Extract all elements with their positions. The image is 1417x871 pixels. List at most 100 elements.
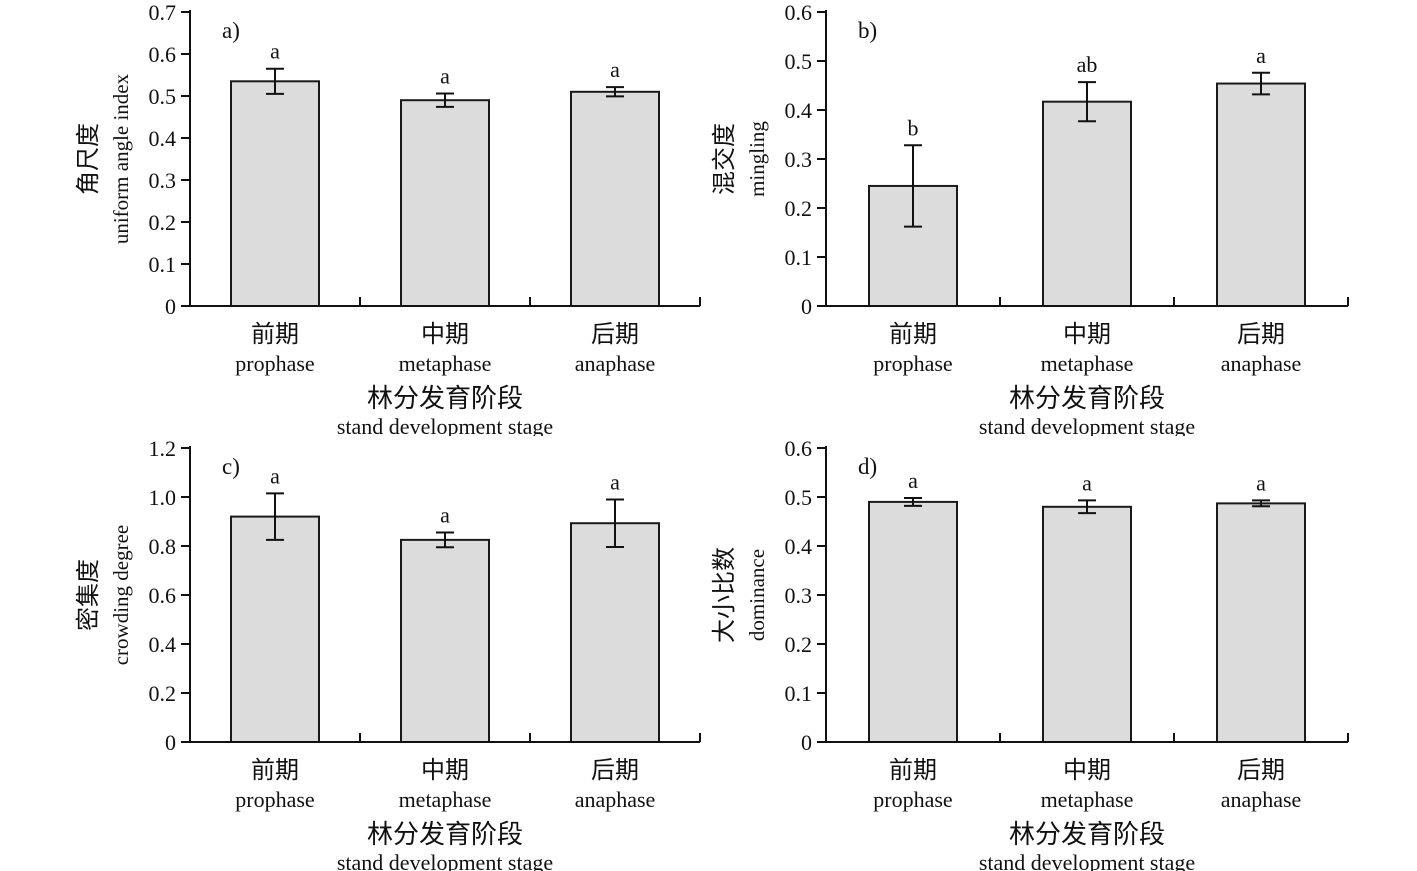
x-axis-title-cn: 林分发育阶段: [367, 820, 523, 849]
sig-letter: b: [908, 115, 919, 140]
panel-b: b ab a 0 0.1 0.2 0.3 0.4 0.5 0.6 b) 前期 prophase 中期 met…: [708, 0, 1417, 436]
y-tick-label: 0.3: [785, 583, 813, 608]
x-category-en: metaphase: [1041, 787, 1134, 812]
y-axis-title-en: dominance: [745, 549, 769, 641]
bar-prophase: [230, 80, 320, 307]
y-tick-label: 0.4: [785, 98, 813, 123]
error-bars: [266, 492, 624, 549]
x-category-cn: 前期: [889, 321, 937, 348]
x-category-en: anaphase: [575, 351, 656, 376]
y-tick-label: 1.2: [149, 436, 177, 461]
sig-letter: a: [610, 57, 620, 82]
bar-prophase: [868, 500, 958, 744]
y-axis-title-cn: 密集度: [75, 559, 102, 631]
y-tick-label: 0.2: [785, 632, 813, 657]
bar-anaphase: [570, 522, 660, 743]
bar-prophase: [230, 515, 320, 743]
panel-a-chart: a a a 0 0.1 0.2 0.3 0.4 0.5 0.6 0.7 a) 前期 prophase 中期 m…: [75, 0, 701, 436]
x-axis-title-cn: 林分发育阶段: [367, 384, 523, 413]
x-category-cn: 后期: [591, 757, 639, 784]
x-category-en: prophase: [873, 787, 952, 812]
y-tick-label: 0.1: [149, 252, 177, 277]
x-category-cn: 中期: [421, 321, 469, 348]
x-category-cn: 中期: [421, 757, 469, 784]
x-axis-title-cn: 林分发育阶段: [1009, 820, 1165, 849]
panel-c-chart: a a a 0 0.2 0.4 0.6 0.8 1.0 1.2 c) 前期 prophase 中期 meta…: [75, 436, 701, 871]
y-axis-title-cn: 大小比数: [711, 547, 738, 643]
sig-letter: ab: [1077, 52, 1098, 77]
sig-letter: a: [270, 39, 280, 64]
x-category-cn: 前期: [251, 757, 299, 784]
y-tick-label: 0: [801, 294, 812, 319]
bar-metaphase: [1042, 100, 1132, 307]
bar-anaphase: [570, 90, 660, 307]
x-category-cn: 后期: [1237, 757, 1285, 784]
x-category-en: anaphase: [1221, 787, 1302, 812]
panel-letter: c): [222, 454, 240, 479]
panel-letter: d): [858, 454, 877, 479]
error-bars: [266, 67, 624, 108]
x-category-cn: 后期: [591, 321, 639, 348]
y-tick-label: 0.1: [785, 681, 813, 706]
x-axis-title-en: stand development stage: [979, 414, 1195, 436]
bar-metaphase: [400, 538, 490, 743]
x-axis-title-en: stand development stage: [337, 850, 553, 871]
y-axis-title-en: mingling: [745, 121, 769, 197]
x-axis-title-en: stand development stage: [337, 414, 553, 436]
y-tick-label: 0.5: [149, 84, 177, 109]
sig-letter: a: [1082, 470, 1092, 495]
x-category-cn: 前期: [251, 321, 299, 348]
bar-anaphase: [1216, 502, 1306, 744]
y-tick-label: 0: [801, 730, 812, 755]
panel-a: a a a 0 0.1 0.2 0.3 0.4 0.5 0.6 0.7 a) 前期 prophase 中期 m…: [0, 0, 708, 436]
bars: [868, 82, 1306, 308]
y-tick-label: 0.6: [785, 0, 813, 25]
bars: [230, 515, 660, 743]
sig-letter: a: [610, 469, 620, 494]
bars: [230, 80, 660, 307]
y-tick-label: 0.2: [149, 210, 177, 235]
x-category-en: prophase: [235, 787, 314, 812]
x-category-en: metaphase: [399, 351, 492, 376]
y-axis-title-cn: 角尺度: [75, 123, 102, 195]
x-category-en: anaphase: [575, 787, 656, 812]
y-tick-label: 0.3: [149, 168, 177, 193]
y-tick-label: 0.4: [149, 126, 177, 151]
sig-letter: a: [1256, 43, 1266, 68]
y-tick-label: 0.2: [785, 196, 813, 221]
y-tick-label: 0.3: [785, 147, 813, 172]
x-category-cn: 前期: [889, 757, 937, 784]
panel-letter: b): [858, 18, 877, 43]
sig-letter: a: [270, 463, 280, 488]
panel-d: a a a 0 0.1 0.2 0.3 0.4 0.5 0.6 d) 前期 prophase 中期 meta…: [708, 436, 1417, 871]
x-category-cn: 中期: [1063, 321, 1111, 348]
x-category-en: prophase: [873, 351, 952, 376]
error-bars: [904, 71, 1270, 228]
x-axis-title-cn: 林分发育阶段: [1009, 384, 1165, 413]
y-tick-label: 0.5: [785, 485, 813, 510]
x-category-en: prophase: [235, 351, 314, 376]
y-tick-label: 0: [165, 730, 176, 755]
y-tick-label: 0.4: [785, 534, 813, 559]
y-tick-label: 1.0: [149, 485, 177, 510]
y-axis-title-en: uniform angle index: [109, 73, 133, 244]
sig-letter: a: [1256, 470, 1266, 495]
y-tick-label: 0.6: [149, 42, 177, 67]
y-tick-label: 0: [165, 294, 176, 319]
y-tick-label: 0.6: [785, 436, 813, 461]
x-category-cn: 中期: [1063, 757, 1111, 784]
y-tick-label: 0.4: [149, 632, 177, 657]
bars: [868, 500, 1306, 744]
x-category-cn: 后期: [1237, 321, 1285, 348]
error-bars: [904, 496, 1270, 515]
bar-metaphase: [1042, 505, 1132, 743]
x-axis-title-en: stand development stage: [979, 850, 1195, 871]
x-category-en: metaphase: [1041, 351, 1134, 376]
sig-letter: a: [440, 63, 450, 88]
sig-letter: a: [440, 503, 450, 528]
panel-d-chart: a a a 0 0.1 0.2 0.3 0.4 0.5 0.6 d) 前期 prophase 中期 meta…: [711, 436, 1349, 871]
sig-letter: a: [908, 468, 918, 493]
y-tick-label: 0.1: [785, 245, 813, 270]
panel-b-chart: b ab a 0 0.1 0.2 0.3 0.4 0.5 0.6 b) 前期 prophase 中期 met…: [711, 0, 1349, 436]
